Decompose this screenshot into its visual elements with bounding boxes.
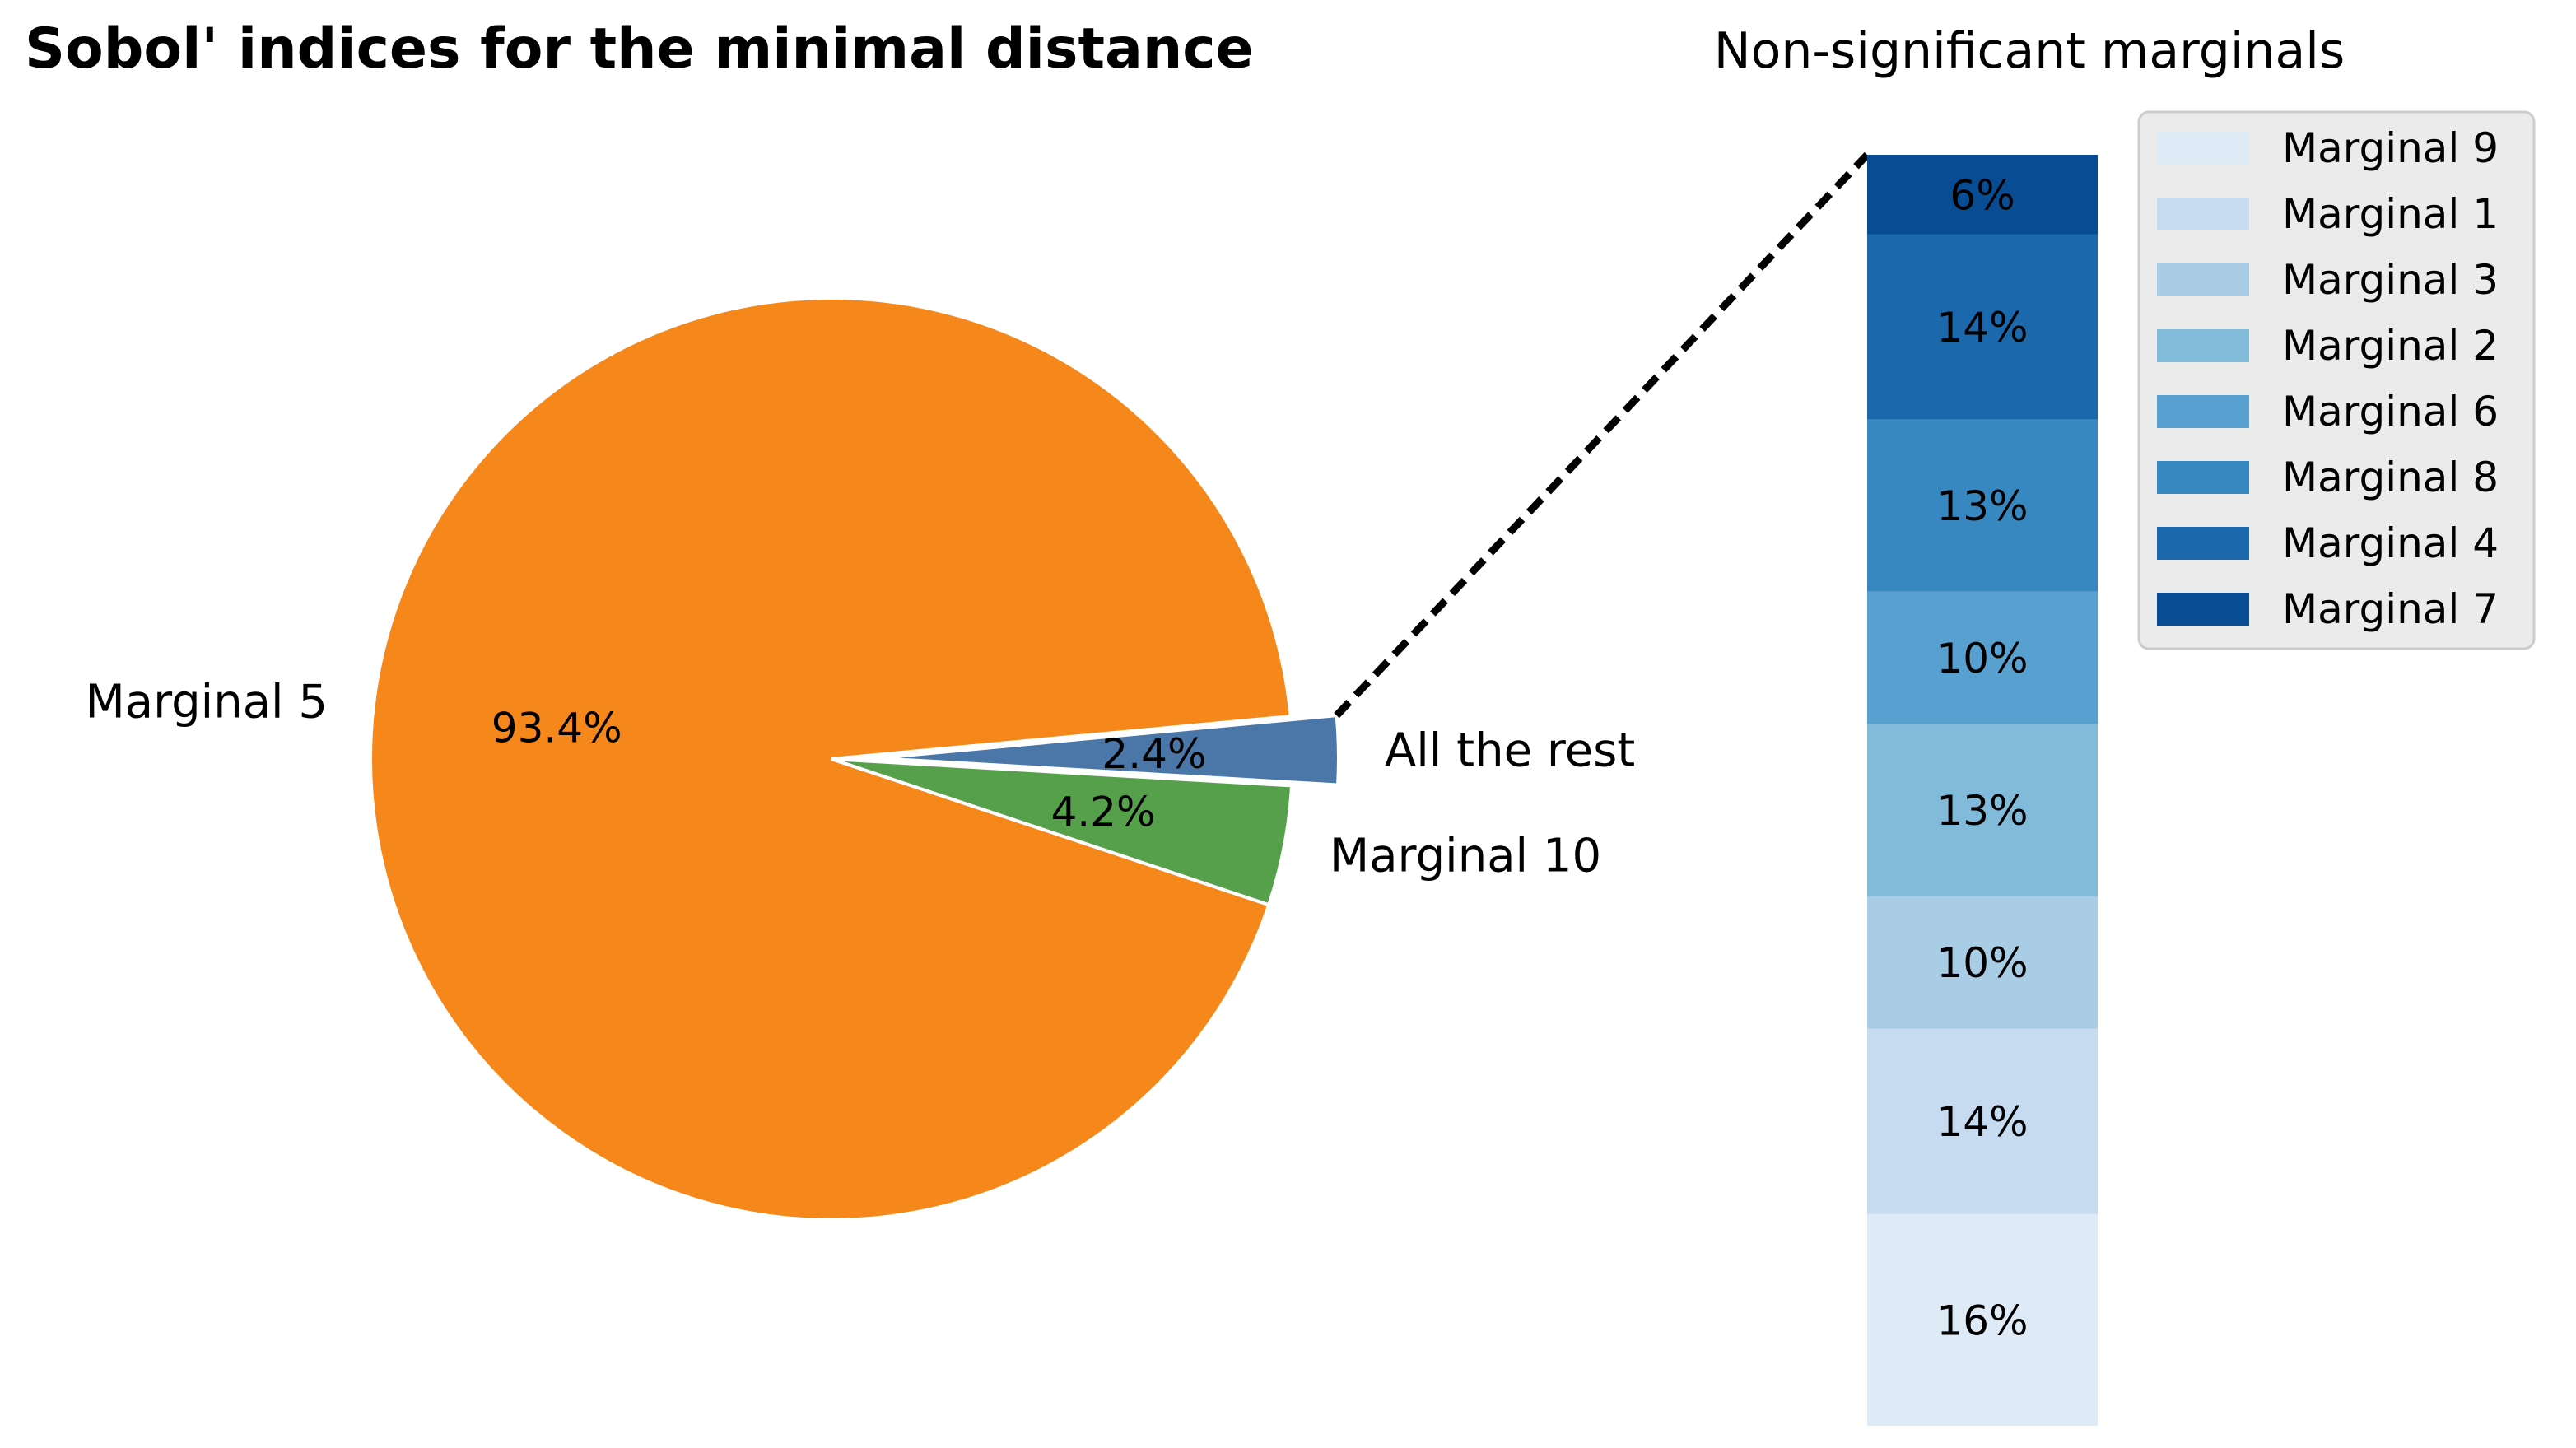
bar-pct-label-marginal-3: 10% bbox=[1936, 939, 2028, 987]
bar-segment-marginal-9 bbox=[1867, 1213, 2098, 1426]
legend-swatch-marginal-7 bbox=[2157, 593, 2249, 626]
pie-chart: 93.4% Marginal 5 4.2% Marginal 10 2.4% All th… bbox=[85, 296, 1635, 1222]
bar-segment-marginal-4 bbox=[1867, 234, 2098, 420]
legend-background bbox=[2137, 110, 2536, 650]
pie-pct-label-all-the-rest: 2.4% bbox=[1102, 730, 1206, 778]
pie-slice-marginal-5 bbox=[369, 296, 1293, 1222]
legend-label-marginal-4: Marginal 4 bbox=[2282, 519, 2499, 567]
legend-label-marginal-1: Marginal 1 bbox=[2282, 190, 2499, 238]
pie-pct-label-marginal-10: 4.2% bbox=[1050, 788, 1155, 836]
legend-swatch-marginal-4 bbox=[2157, 527, 2249, 560]
legend-label-marginal-6: Marginal 6 bbox=[2282, 388, 2499, 435]
legend-label-marginal-3: Marginal 3 bbox=[2282, 256, 2499, 304]
legend-swatch-marginal-8 bbox=[2157, 461, 2249, 494]
legend-swatch-marginal-3 bbox=[2157, 263, 2249, 296]
stacked-bar-chart: 16% 14% 10% 13% 10% 13% 14% 6% bbox=[1867, 155, 2098, 1426]
legend-label-marginal-8: Marginal 8 bbox=[2282, 454, 2499, 501]
bar-pct-label-marginal-9: 16% bbox=[1936, 1297, 2028, 1344]
connector-lines bbox=[1334, 151, 1870, 719]
bar-chart-title: Non-significant marginals bbox=[1714, 22, 2345, 80]
legend: Marginal 9 Marginal 1 Marginal 3 Marginal 2… bbox=[2137, 110, 2536, 650]
bar-pct-label-marginal-2: 13% bbox=[1936, 787, 2028, 835]
pie-label-marginal-5: Marginal 5 bbox=[85, 676, 328, 729]
pie-chart-title: Sobol' indices for the minimal distance bbox=[25, 16, 1254, 81]
bar-pct-label-marginal-4: 14% bbox=[1936, 304, 2028, 352]
pie-label-marginal-10: Marginal 10 bbox=[1330, 829, 1601, 882]
bar-pct-label-marginal-6: 10% bbox=[1936, 635, 2028, 682]
pie-pct-label-marginal-5: 93.4% bbox=[491, 705, 622, 752]
legend-label-marginal-2: Marginal 2 bbox=[2282, 322, 2499, 370]
legend-swatch-marginal-6 bbox=[2157, 395, 2249, 428]
legend-label-marginal-7: Marginal 7 bbox=[2282, 585, 2499, 633]
bar-segment-marginal-1 bbox=[1867, 1028, 2098, 1214]
bar-pct-label-marginal-8: 13% bbox=[1936, 482, 2028, 530]
legend-label-marginal-9: Marginal 9 bbox=[2282, 124, 2499, 172]
legend-swatch-marginal-1 bbox=[2157, 198, 2249, 230]
legend-swatch-marginal-2 bbox=[2157, 329, 2249, 362]
bar-segment-marginal-7 bbox=[1867, 155, 2098, 235]
connector-line-top bbox=[1334, 151, 1870, 719]
bar-segment-marginal-8 bbox=[1867, 419, 2098, 592]
bar-pct-label-marginal-7: 6% bbox=[1949, 171, 2015, 219]
bar-segment-marginal-2 bbox=[1867, 724, 2098, 896]
bar-pct-label-marginal-1: 14% bbox=[1936, 1098, 2028, 1146]
pie-label-all-the-rest: All the rest bbox=[1385, 724, 1635, 777]
pie-slice-all-the-rest bbox=[877, 713, 1340, 787]
pie-slice-marginal-10 bbox=[831, 757, 1294, 907]
bar-segment-marginal-6 bbox=[1867, 591, 2098, 724]
bar-segment-marginal-3 bbox=[1867, 896, 2098, 1029]
legend-swatch-marginal-9 bbox=[2157, 132, 2249, 165]
